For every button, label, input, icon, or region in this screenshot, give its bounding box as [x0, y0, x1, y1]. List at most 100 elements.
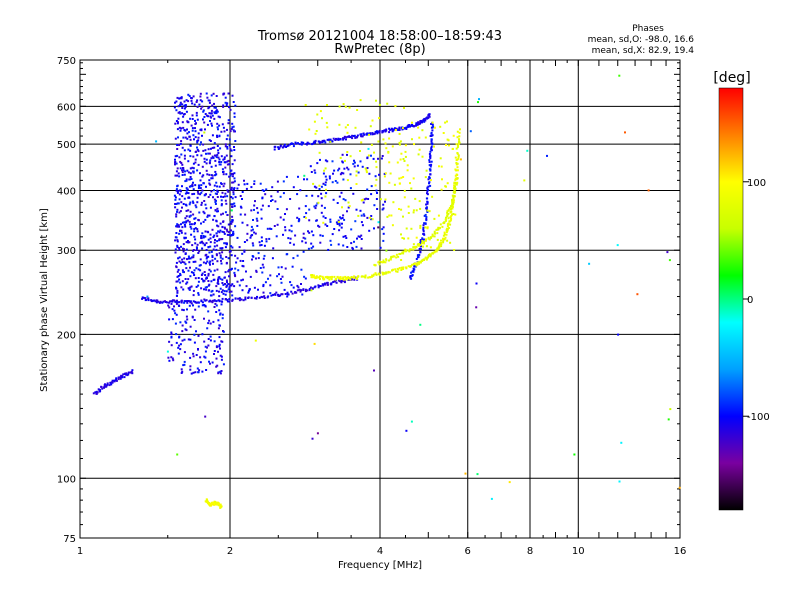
- data-point: [261, 204, 264, 207]
- data-point: [406, 164, 409, 167]
- data-point: [342, 138, 345, 141]
- data-point: [390, 214, 393, 217]
- data-point: [282, 233, 284, 236]
- data-point: [336, 202, 339, 204]
- data-point: [402, 158, 405, 160]
- data-point: [187, 257, 190, 260]
- data-point: [332, 281, 335, 283]
- data-point: [359, 150, 361, 152]
- data-point: [384, 198, 387, 201]
- data-point: [180, 245, 182, 248]
- data-point: [174, 248, 177, 251]
- data-point: [359, 160, 362, 163]
- data-point: [431, 233, 434, 236]
- data-point: [444, 121, 447, 124]
- data-point: [178, 232, 181, 235]
- data-point: [171, 357, 174, 360]
- data-point: [171, 299, 174, 302]
- data-point: [276, 275, 279, 278]
- data-point: [176, 275, 179, 278]
- data-point: [367, 198, 370, 200]
- data-point: [169, 300, 172, 303]
- data-point: [174, 239, 177, 242]
- data-point: [317, 224, 320, 227]
- data-point: [180, 162, 183, 164]
- data-point: [187, 219, 190, 222]
- data-point: [188, 215, 191, 218]
- data-point: [392, 201, 395, 204]
- data-point: [184, 253, 187, 255]
- data-point: [167, 304, 170, 307]
- data-point: [312, 234, 315, 237]
- data-point: [227, 159, 230, 162]
- data-point: [456, 169, 459, 172]
- data-point: [349, 173, 352, 176]
- data-point: [223, 158, 226, 160]
- data-point: [214, 170, 217, 173]
- data-point: [182, 271, 185, 273]
- data-point: [403, 196, 406, 199]
- data-point: [253, 180, 256, 183]
- data-point: [326, 275, 329, 278]
- data-point: [209, 335, 212, 338]
- data-point: [199, 99, 202, 102]
- data-point: [226, 102, 229, 105]
- data-point: [430, 148, 433, 151]
- data-point: [419, 244, 422, 246]
- data-point: [228, 291, 231, 293]
- data-point: [336, 181, 339, 184]
- data-point: [294, 234, 297, 237]
- data-point: [178, 126, 181, 129]
- data-point: [218, 276, 221, 279]
- data-point: [222, 363, 225, 366]
- data-point: [220, 303, 223, 306]
- data-point: [179, 272, 182, 275]
- data-point: [380, 157, 383, 160]
- data-point: [216, 126, 219, 129]
- data-point: [176, 144, 179, 146]
- data-point: [329, 138, 332, 141]
- data-point: [425, 208, 428, 211]
- data-point: [189, 172, 192, 175]
- data-point: [433, 126, 436, 129]
- data-point: [193, 274, 196, 276]
- data-point: [186, 169, 189, 172]
- x-axis-label: Frequency [MHz]: [338, 560, 422, 571]
- data-point: [179, 104, 182, 106]
- data-point: [191, 127, 194, 130]
- data-point: [179, 348, 182, 351]
- data-point: [179, 210, 182, 213]
- data-point: [304, 104, 307, 106]
- data-point: [180, 261, 182, 264]
- data-point: [282, 218, 285, 221]
- data-point: [232, 173, 234, 175]
- data-point: [313, 120, 316, 123]
- data-point: [387, 271, 390, 274]
- data-point: [405, 126, 408, 129]
- data-point: [446, 227, 449, 230]
- data-point: [411, 263, 414, 266]
- data-point: [310, 230, 313, 233]
- data-point: [414, 197, 417, 200]
- data-point: [218, 324, 221, 327]
- data-point: [179, 321, 182, 324]
- data-point: [403, 160, 406, 162]
- data-point: [223, 182, 226, 185]
- data-point: [272, 293, 275, 296]
- data-point: [422, 245, 424, 248]
- data-point: [179, 167, 182, 170]
- data-point: [416, 263, 419, 266]
- data-point: [449, 216, 452, 219]
- data-point: [319, 234, 322, 237]
- data-point: [446, 211, 449, 214]
- data-point: [393, 255, 396, 258]
- data-point: [344, 278, 347, 281]
- data-point: [449, 223, 452, 226]
- data-point: [211, 300, 214, 303]
- data-point: [322, 215, 325, 218]
- data-point: [250, 296, 253, 299]
- data-point: [261, 240, 263, 243]
- data-point: [193, 319, 196, 321]
- data-point: [199, 269, 202, 272]
